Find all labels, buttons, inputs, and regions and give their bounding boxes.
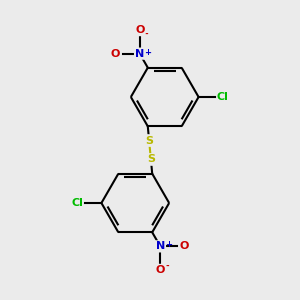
- Text: +: +: [144, 48, 152, 57]
- Text: Cl: Cl: [72, 198, 84, 208]
- Text: N: N: [135, 49, 144, 59]
- Text: Cl: Cl: [216, 92, 228, 102]
- Text: O: O: [180, 241, 189, 251]
- Text: O: O: [135, 25, 144, 35]
- Text: O: O: [156, 265, 165, 275]
- Text: -: -: [144, 29, 148, 38]
- Text: -: -: [165, 262, 169, 271]
- Text: N: N: [156, 241, 165, 251]
- Text: O: O: [111, 49, 120, 59]
- Text: S: S: [145, 136, 153, 146]
- Text: +: +: [165, 240, 172, 249]
- Text: S: S: [147, 154, 155, 164]
